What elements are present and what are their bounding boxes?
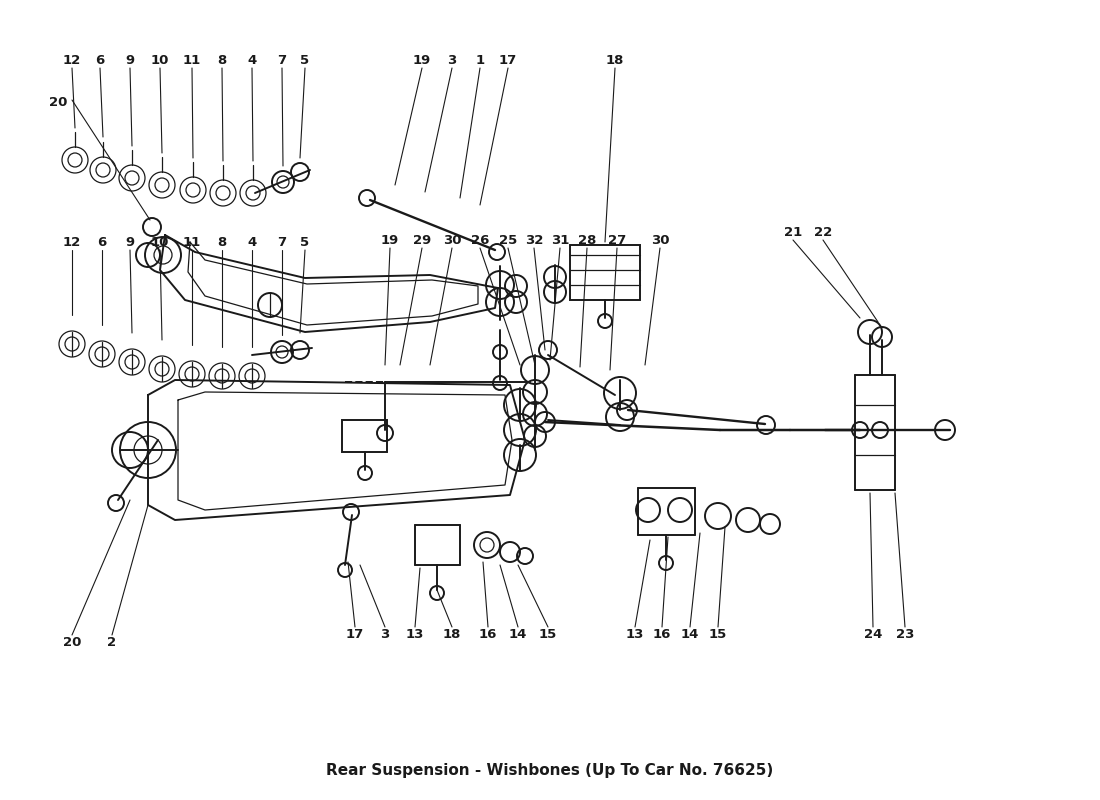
Bar	[342, 420, 387, 452]
Text: 23: 23	[895, 629, 914, 642]
Text: 20: 20	[48, 95, 67, 109]
Text: 13: 13	[626, 629, 645, 642]
Text: 14: 14	[681, 629, 700, 642]
Text: 30: 30	[442, 234, 461, 246]
Text: 15: 15	[708, 629, 727, 642]
Text: 30: 30	[651, 234, 669, 246]
Text: 8: 8	[218, 235, 227, 249]
Text: 27: 27	[608, 234, 626, 246]
Text: 1: 1	[475, 54, 485, 66]
Text: 14: 14	[509, 629, 527, 642]
Text: 19: 19	[381, 234, 399, 246]
Text: 11: 11	[183, 54, 201, 66]
Text: 31: 31	[551, 234, 569, 246]
Text: 2: 2	[108, 637, 117, 650]
Text: 10: 10	[151, 54, 169, 66]
Text: Rear Suspension - Wishbones (Up To Car No. 76625): Rear Suspension - Wishbones (Up To Car N…	[327, 762, 773, 778]
Text: 32: 32	[525, 234, 543, 246]
Text: 6: 6	[98, 235, 107, 249]
Text: 8: 8	[218, 54, 227, 66]
Text: 12: 12	[63, 54, 81, 66]
Text: 7: 7	[277, 54, 287, 66]
Text: 5: 5	[300, 235, 309, 249]
Text: 18: 18	[606, 54, 624, 66]
Bar	[570, 245, 640, 300]
Text: 19: 19	[412, 54, 431, 66]
Text: 4: 4	[248, 54, 256, 66]
Text: 28: 28	[578, 234, 596, 246]
Text: 26: 26	[471, 234, 490, 246]
Text: 16: 16	[478, 629, 497, 642]
Text: 13: 13	[406, 629, 425, 642]
Text: 11: 11	[183, 235, 201, 249]
Text: 17: 17	[345, 629, 364, 642]
Text: 24: 24	[864, 629, 882, 642]
Text: 5: 5	[300, 54, 309, 66]
Text: 18: 18	[443, 629, 461, 642]
Text: 15: 15	[539, 629, 557, 642]
Text: 29: 29	[412, 234, 431, 246]
Text: 6: 6	[96, 54, 104, 66]
Text: 9: 9	[125, 235, 134, 249]
Text: 12: 12	[63, 235, 81, 249]
Text: 22: 22	[814, 226, 832, 238]
Text: 4: 4	[248, 235, 256, 249]
Text: 20: 20	[63, 637, 81, 650]
Text: 3: 3	[381, 629, 389, 642]
Text: 9: 9	[125, 54, 134, 66]
Text: 17: 17	[499, 54, 517, 66]
Text: 10: 10	[151, 235, 169, 249]
Text: 3: 3	[448, 54, 456, 66]
Text: 16: 16	[652, 629, 671, 642]
Text: 7: 7	[277, 235, 287, 249]
Text: 25: 25	[499, 234, 517, 246]
Text: 21: 21	[784, 226, 802, 238]
